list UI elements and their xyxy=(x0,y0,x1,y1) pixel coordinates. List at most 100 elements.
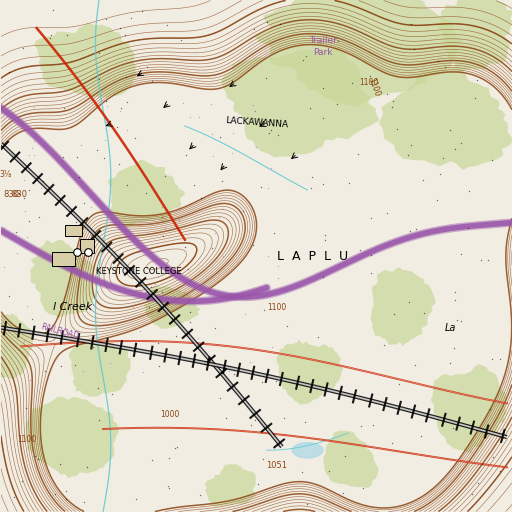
Point xyxy=(211,324,219,332)
Point xyxy=(334,37,342,46)
Point xyxy=(390,309,398,317)
Polygon shape xyxy=(108,160,185,227)
Point xyxy=(20,194,29,202)
Point xyxy=(158,203,166,211)
Polygon shape xyxy=(205,464,256,507)
Point xyxy=(267,126,275,135)
Point xyxy=(451,287,459,295)
Point xyxy=(264,117,272,125)
Point xyxy=(222,414,230,422)
Point xyxy=(306,104,314,113)
Point xyxy=(446,126,455,135)
Point xyxy=(196,113,204,121)
Point xyxy=(283,322,291,330)
Point xyxy=(167,314,176,323)
Point xyxy=(87,231,95,240)
Point xyxy=(23,232,31,241)
Point xyxy=(321,236,329,244)
Point xyxy=(457,139,465,147)
Point xyxy=(17,123,26,132)
Point xyxy=(206,99,215,108)
Point xyxy=(153,285,161,293)
Point xyxy=(246,358,254,366)
Point xyxy=(89,301,97,309)
Point xyxy=(258,378,266,387)
Point xyxy=(239,206,247,215)
Point xyxy=(60,104,68,112)
Point xyxy=(117,104,125,112)
Point xyxy=(338,489,347,497)
Point xyxy=(39,322,48,330)
Point xyxy=(250,25,258,33)
Point xyxy=(474,479,482,487)
Point xyxy=(158,212,166,221)
Point xyxy=(302,52,310,60)
Polygon shape xyxy=(221,47,379,157)
Point xyxy=(436,170,444,178)
Point xyxy=(30,102,38,111)
Point xyxy=(457,250,465,259)
Point xyxy=(161,172,169,180)
Point xyxy=(115,160,123,168)
Point xyxy=(20,187,29,196)
Point xyxy=(19,44,27,52)
Point xyxy=(389,97,397,105)
Point xyxy=(62,487,70,495)
Polygon shape xyxy=(25,397,119,478)
Point xyxy=(420,309,429,317)
Point xyxy=(464,223,472,231)
Point xyxy=(302,417,310,425)
Point xyxy=(25,186,33,195)
Point xyxy=(147,283,155,291)
Polygon shape xyxy=(431,364,507,453)
Polygon shape xyxy=(323,431,379,488)
Text: 830: 830 xyxy=(11,190,27,199)
Point xyxy=(13,249,21,258)
Point xyxy=(34,455,42,463)
Point xyxy=(251,143,260,151)
Point xyxy=(26,376,34,385)
Point xyxy=(332,100,340,108)
Point xyxy=(179,99,187,107)
Polygon shape xyxy=(30,240,95,318)
Point xyxy=(77,141,86,149)
Text: KEYSTONE COLLEGE: KEYSTONE COLLEGE xyxy=(96,267,182,276)
Point xyxy=(419,176,427,184)
Point xyxy=(28,315,36,323)
Point xyxy=(196,490,204,499)
Point xyxy=(207,244,216,252)
Point xyxy=(348,79,356,88)
Point xyxy=(471,94,479,102)
Point xyxy=(380,340,389,349)
Point xyxy=(40,367,49,375)
Point xyxy=(60,253,68,261)
Polygon shape xyxy=(276,340,343,405)
Point xyxy=(101,136,109,144)
Point xyxy=(407,20,415,28)
Point xyxy=(407,140,415,148)
Point xyxy=(159,231,167,240)
Point xyxy=(367,251,375,260)
Point xyxy=(356,246,364,254)
Text: RAILROAD: RAILROAD xyxy=(39,322,80,341)
Point xyxy=(136,327,144,335)
Point xyxy=(314,333,323,341)
Bar xyxy=(52,252,75,266)
Text: 830: 830 xyxy=(3,190,19,199)
Point xyxy=(496,355,504,364)
Point xyxy=(123,126,131,135)
Point xyxy=(453,316,461,324)
Point xyxy=(95,49,103,57)
Polygon shape xyxy=(371,267,436,346)
Point xyxy=(298,55,307,63)
Point xyxy=(298,467,306,476)
Point xyxy=(10,493,18,501)
Point xyxy=(208,130,217,138)
Point xyxy=(95,106,103,114)
Point xyxy=(51,490,59,498)
Point xyxy=(95,75,103,83)
Point xyxy=(161,224,169,232)
Point xyxy=(116,24,124,32)
Point xyxy=(250,107,259,115)
Point xyxy=(274,131,282,139)
